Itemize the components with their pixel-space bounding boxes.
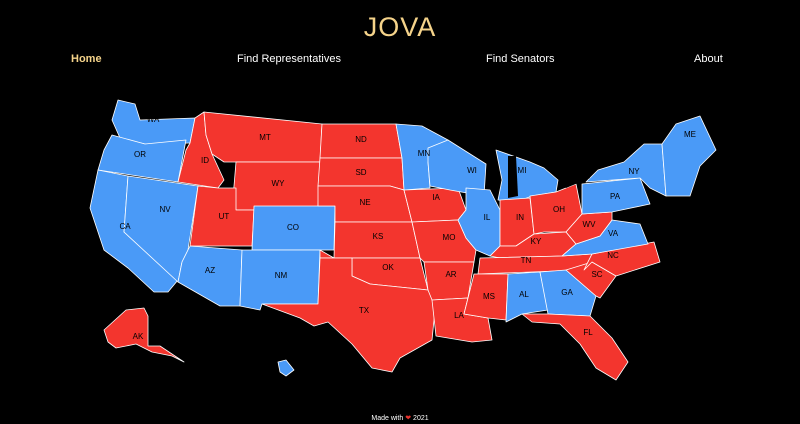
label-pa: PA	[610, 192, 621, 201]
state-labels: WA OR CA NV ID MT WY UT CO AZ NM ND SD N…	[119, 115, 696, 341]
heart-icon: ❤	[405, 415, 412, 422]
label-mt: MT	[259, 133, 271, 142]
label-co: CO	[287, 223, 299, 232]
label-ut: UT	[219, 212, 230, 221]
footer-year: 2021	[413, 415, 429, 422]
label-ok: OK	[382, 263, 394, 272]
label-la: LA	[454, 311, 464, 320]
label-wy: WY	[272, 179, 286, 188]
label-wv: WV	[583, 220, 597, 229]
label-tx: TX	[359, 306, 370, 315]
label-sd: SD	[355, 168, 366, 177]
label-wi: WI	[467, 166, 477, 175]
footer-made-with: Made with	[371, 415, 404, 422]
nav-find-representatives[interactable]: Find Representatives	[237, 53, 341, 65]
label-in: IN	[516, 213, 524, 222]
nav-find-senators[interactable]: Find Senators	[486, 53, 555, 65]
nav-about[interactable]: About	[694, 53, 723, 65]
label-nm: NM	[275, 271, 288, 280]
label-ga: GA	[561, 288, 573, 297]
state-ak[interactable]	[103, 307, 185, 363]
nav-home[interactable]: Home	[71, 53, 102, 65]
label-va: VA	[608, 229, 619, 238]
label-ny: NY	[628, 167, 640, 176]
state-ga[interactable]	[539, 269, 597, 317]
label-ca: CA	[119, 222, 131, 231]
label-il: IL	[484, 213, 491, 222]
label-al: AL	[519, 290, 529, 299]
state-nm[interactable]	[239, 249, 321, 311]
label-ky: KY	[531, 237, 542, 246]
label-nd: ND	[355, 135, 367, 144]
label-ak: AK	[133, 332, 144, 341]
state-fl[interactable]	[521, 313, 629, 381]
state-ar[interactable]	[423, 261, 475, 301]
lake-erie	[560, 172, 590, 188]
footer: Made with ❤ 2021	[0, 414, 800, 422]
label-nc: NC	[607, 251, 619, 260]
label-ks: KS	[373, 232, 384, 241]
state-al[interactable]	[505, 271, 549, 323]
label-or: OR	[134, 150, 146, 159]
label-wa: WA	[147, 115, 160, 124]
label-me: ME	[684, 130, 696, 139]
label-mo: MO	[443, 233, 456, 242]
label-tn: TN	[521, 256, 532, 265]
us-map: WA OR CA NV ID MT WY UT CO AZ NM ND SD N…	[89, 99, 717, 381]
state-tx[interactable]	[261, 257, 437, 373]
label-mi: MI	[518, 166, 527, 175]
label-ar: AR	[445, 270, 456, 279]
label-fl: FL	[583, 328, 593, 337]
lake-superior	[452, 134, 504, 150]
state-az[interactable]	[177, 245, 243, 307]
label-sc: SC	[591, 270, 602, 279]
label-ms: MS	[483, 292, 495, 301]
state-hi[interactable]	[277, 359, 295, 377]
label-az: AZ	[205, 266, 215, 275]
state-il[interactable]	[457, 187, 501, 257]
app-title: JOVA	[363, 12, 437, 42]
label-nv: NV	[159, 205, 171, 214]
label-oh: OH	[553, 205, 565, 214]
lake-michigan	[508, 156, 518, 198]
label-mn: MN	[418, 149, 431, 158]
label-ne: NE	[359, 198, 370, 207]
label-ia: IA	[432, 193, 440, 202]
label-id: ID	[201, 156, 209, 165]
state-ne-region[interactable]	[661, 115, 717, 197]
